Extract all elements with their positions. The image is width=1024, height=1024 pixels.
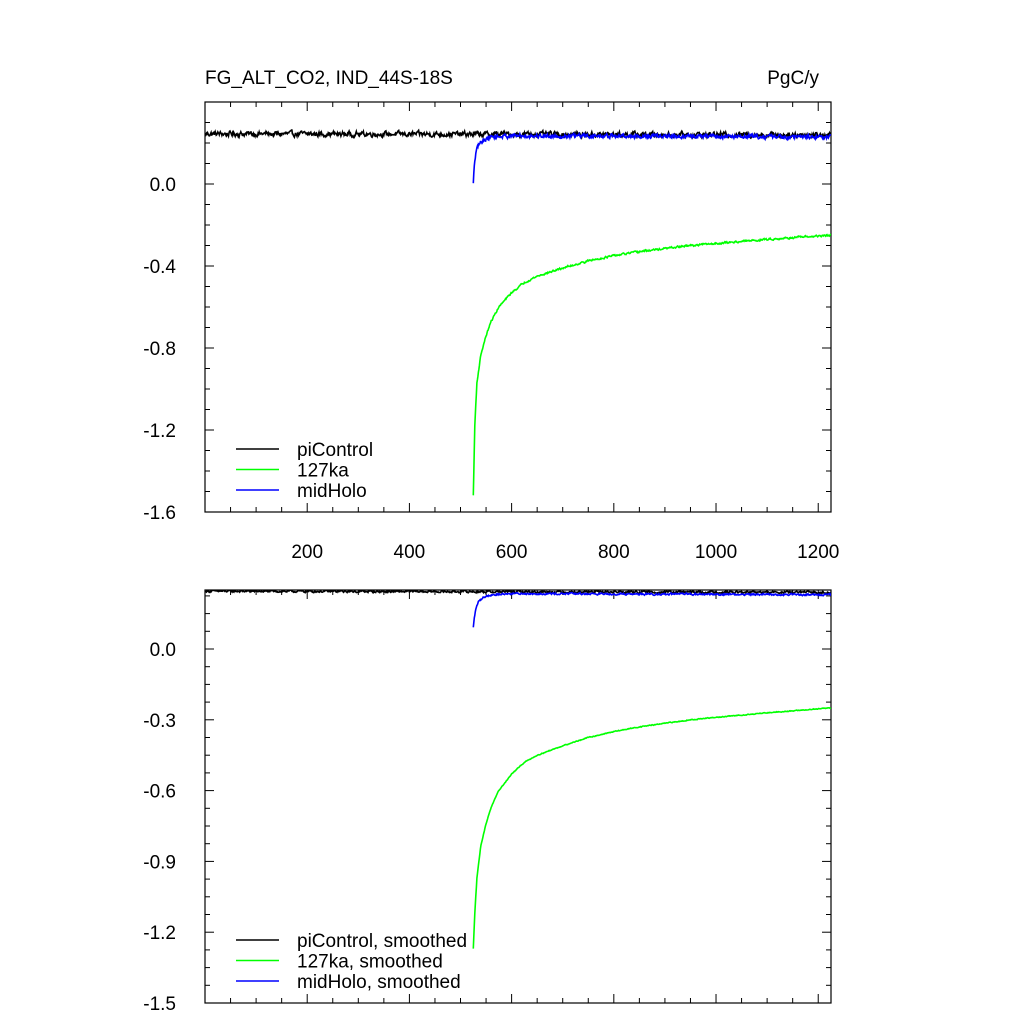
x-tick-label: 800 <box>598 542 630 563</box>
x-tick-label: 200 <box>291 542 323 563</box>
chart-title: FG_ALT_CO2, IND_44S-18S <box>205 68 453 89</box>
x-tick-label: 400 <box>394 542 426 563</box>
x-tick-label: 1200 <box>797 542 839 563</box>
series-line-127ka-smoothed <box>472 706 831 949</box>
panel-raw: 200 400 600 800 1000 1200 0.0 -0.4 -0.8 -1.2 -1.6 p… <box>143 101 839 563</box>
y-tick-label: -1.5 <box>143 994 176 1015</box>
y-tick-label: -1.6 <box>143 503 176 524</box>
series-line-midholo <box>472 131 831 184</box>
y-tick-label: -0.4 <box>143 257 176 278</box>
y-tick-label: -0.8 <box>143 339 176 360</box>
y-tick-label: -0.3 <box>143 711 176 732</box>
legend-label: piControl, smoothed <box>297 931 467 952</box>
x-tick-label: 600 <box>496 542 528 563</box>
y-tick-label: -0.6 <box>143 782 176 803</box>
legend-label: piControl <box>297 440 373 461</box>
series-line-picontrol-smoothed <box>205 590 831 595</box>
y-tick-label: -1.2 <box>143 421 176 442</box>
series-line-midholo-smoothed <box>472 591 831 628</box>
x-tick-label: 1000 <box>695 542 737 563</box>
y-tick-label: 0.0 <box>150 640 176 661</box>
legend-label: 127ka, smoothed <box>297 952 443 973</box>
y-tick-label: -1.2 <box>143 923 176 944</box>
y-tick-label: 0.0 <box>150 175 176 196</box>
legend-label: midHolo <box>297 481 367 502</box>
series-line-127ka <box>472 233 831 496</box>
panel-smoothed: 0.0 -0.3 -0.6 -0.9 -1.2 -1.5 piControl, smooth… <box>143 589 832 1015</box>
y-tick-label: -0.9 <box>143 852 176 873</box>
legend-label: 127ka <box>297 461 349 482</box>
legend-label: midHolo, smoothed <box>297 972 461 993</box>
chart-units: PgC/y <box>767 68 819 89</box>
